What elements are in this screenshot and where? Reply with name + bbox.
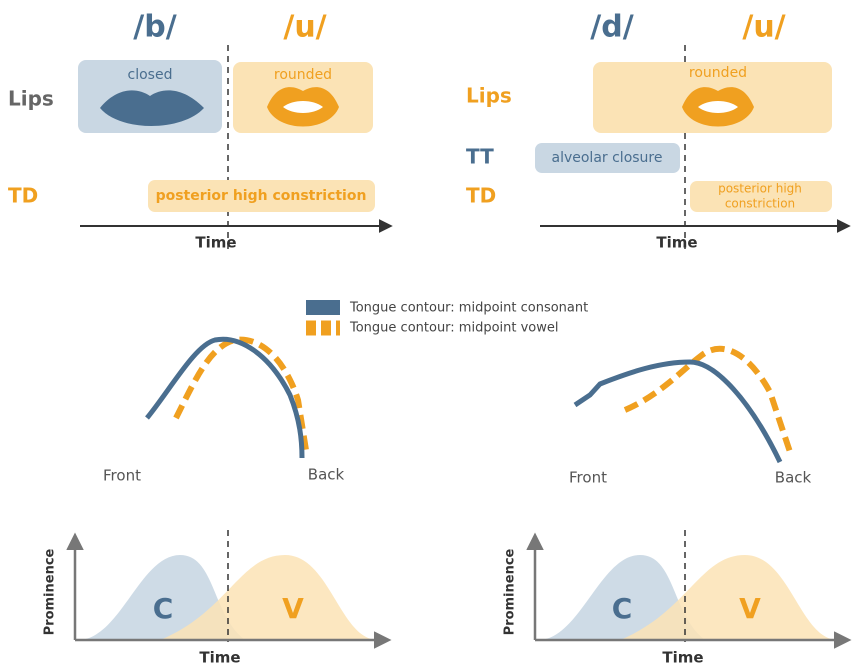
vowel-area <box>620 555 838 640</box>
tier-label: TT <box>466 145 494 169</box>
gesture-label: closed <box>128 67 173 83</box>
axis-label: Time <box>656 234 697 252</box>
axis-label: Time <box>195 234 236 252</box>
consonant-symbol: /d/ <box>590 10 633 45</box>
legend-label: Tongue contour: midpoint vowel <box>349 321 559 336</box>
gesture-label: rounded <box>689 65 747 81</box>
gesture-label: constriction <box>725 197 795 211</box>
tier-label: TD <box>8 184 38 208</box>
tongue-contour-b: Front Back <box>103 336 345 485</box>
consonant-contour <box>145 336 305 459</box>
gesture-label: posterior high <box>718 182 802 196</box>
gesture-box <box>148 180 375 212</box>
vowel-contour <box>623 345 793 453</box>
consonant-label: C <box>612 592 633 625</box>
gesture-label: alveolar closure <box>552 150 663 166</box>
prominence-plot-b: Prominence C V Time <box>43 530 392 667</box>
gestural-score-b: /b/ /u/ Lips TD closed rounded posterior… <box>8 10 393 252</box>
x-axis-label: Time <box>662 649 703 667</box>
closed-lips-icon <box>100 90 204 126</box>
vowel-label: V <box>739 592 761 625</box>
tongue-contour-d: Front Back <box>569 345 812 487</box>
y-axis-label: Prominence <box>503 548 518 635</box>
back-label: Back <box>308 466 345 484</box>
gestural-score-d: /d/ /u/ Lips TT TD rounded alveolar clos… <box>466 10 851 252</box>
vowel-area <box>160 555 378 640</box>
x-axis-label: Time <box>199 649 240 667</box>
y-axis-label: Prominence <box>43 548 58 635</box>
gesture-label: rounded <box>274 67 332 83</box>
front-label: Front <box>569 469 607 487</box>
rounded-lips-icon <box>267 87 339 127</box>
tier-label: Lips <box>8 87 54 111</box>
vowel-contour <box>173 336 309 451</box>
gesture-box <box>535 143 680 173</box>
prominence-plot-d: Prominence C V Time <box>503 530 852 667</box>
tier-label: Lips <box>466 84 512 108</box>
consonant-contour <box>573 359 783 464</box>
legend: Tongue contour: midpoint consonant Tongu… <box>306 300 588 336</box>
vowel-symbol: /u/ <box>742 10 785 45</box>
back-label: Back <box>775 469 812 487</box>
legend-label: Tongue contour: midpoint consonant <box>349 301 588 316</box>
vowel-symbol: /u/ <box>283 10 326 45</box>
tier-label: TD <box>466 184 496 208</box>
front-label: Front <box>103 467 141 485</box>
gesture-box <box>690 181 832 212</box>
consonant-symbol: /b/ <box>133 10 176 45</box>
gesture-label: posterior high constriction <box>156 188 367 204</box>
rounded-lips-icon <box>682 87 754 127</box>
legend-swatch <box>306 300 340 315</box>
vowel-label: V <box>282 592 304 625</box>
consonant-label: C <box>153 592 174 625</box>
